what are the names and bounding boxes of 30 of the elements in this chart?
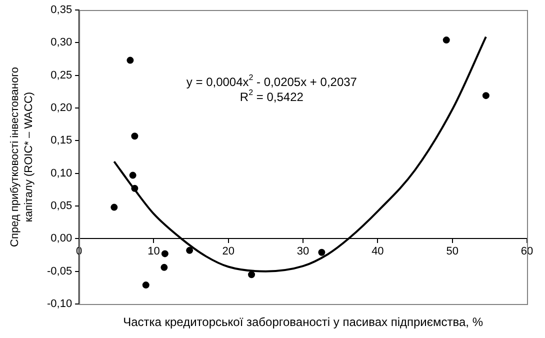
y-tick-label: 0,30 [50,36,72,49]
point [160,264,168,271]
y-tick-label: 0,25 [50,69,72,82]
point [126,56,134,64]
point [248,271,256,278]
x-tick-label: 40 [372,245,384,258]
point [110,204,118,211]
point [131,184,138,192]
y-tick-label: 0,05 [50,200,72,212]
point [318,248,326,256]
y-tick-label: 0,35 [50,4,72,16]
y-tick-label: 0,15 [50,134,72,147]
point [186,246,194,254]
y-tick-label: 0,10 [50,167,72,180]
point [161,250,168,258]
x-tick-label: 50 [446,245,458,258]
x-tick-label: 20 [222,245,235,258]
y-tick-label: -0,10 [46,298,72,310]
x-tick-label: 10 [148,245,160,258]
point [129,172,136,179]
y-tick-label: -0,05 [46,265,72,278]
y-axis-title: Спред прибутковості інвестованого капіталу (ROIC* – WACC) [9,67,36,247]
point [442,36,450,44]
x-axis-title: Частка кредиторської заборгованості у пасивах підприємства, % [123,315,484,329]
point [482,92,490,100]
y-tick-label: 0,00 [50,232,72,245]
x-tick-label: 30 [296,245,310,258]
point [142,282,150,289]
point [131,132,138,140]
y-tick-label: 0,20 [50,102,72,114]
